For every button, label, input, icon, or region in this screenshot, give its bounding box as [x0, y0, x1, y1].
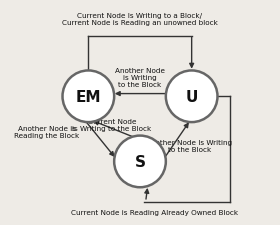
Circle shape	[62, 71, 114, 123]
Text: S: S	[134, 154, 146, 169]
Text: EM: EM	[76, 89, 101, 104]
Text: U: U	[185, 89, 198, 104]
Text: Current Node
is Writing to the Block: Current Node is Writing to the Block	[72, 118, 151, 131]
Circle shape	[114, 136, 166, 187]
Circle shape	[166, 71, 218, 123]
Text: Another Node is
Reading the Block: Another Node is Reading the Block	[14, 125, 80, 138]
Text: Another Node
is Writing
to the Block: Another Node is Writing to the Block	[115, 68, 165, 88]
Text: Current Node is Reading Already Owned Block: Current Node is Reading Already Owned Bl…	[71, 209, 238, 215]
Text: Current Node Is Writing to a Block/
Current Node is Reading an unowned block: Current Node Is Writing to a Block/ Curr…	[62, 13, 218, 26]
Text: Another Node Is Writing
to the Block: Another Node Is Writing to the Block	[146, 140, 232, 153]
